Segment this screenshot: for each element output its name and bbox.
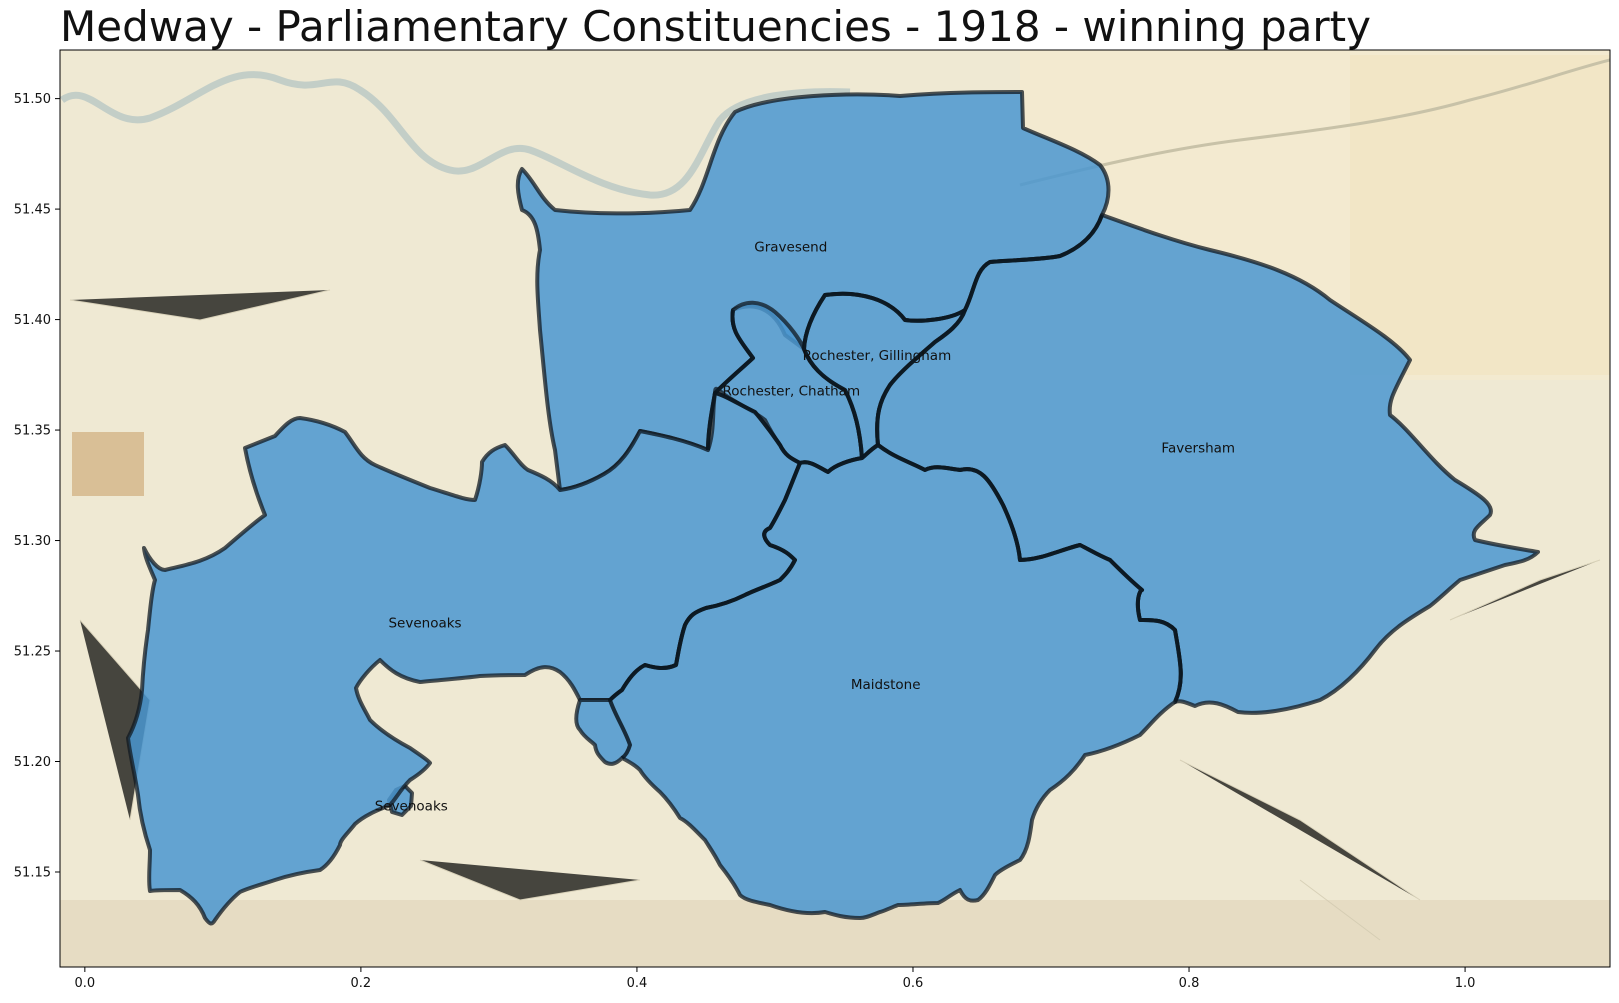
constituency-label: Sevenoaks [375,799,448,815]
border-maidstone-north [714,391,1183,703]
border-maidstone-sevenoaks [608,462,802,760]
y-tick-label: 51.15 [14,865,51,880]
constituency-polygons [126,90,1540,926]
thames-river [60,71,851,199]
x-tick-label: 0.8 [1179,976,1200,991]
y-tick-label: 51.50 [14,92,51,107]
x-tick-label: 0.0 [75,976,96,991]
map-title: Medway - Parliamentary Constituencies - … [60,2,1371,51]
x-tick-label: 0.4 [627,976,648,991]
y-tick-label: 51.25 [14,645,51,660]
y-tick-label: 51.20 [14,755,51,770]
x-axis: 0.0 0.2 0.4 0.6 0.8 1.0 [75,967,1476,991]
basemap-sheet-patch [1350,55,1610,375]
constituency-label: Rochester, Chatham [723,383,861,399]
plot-frame [59,49,1611,968]
constituency-label: Maidstone [851,677,921,693]
constituency-label: Gravesend [754,240,827,256]
estuary-shore [1019,58,1610,187]
y-axis: 51.15 51.20 51.25 51.30 51.35 51.40 51.45 51.50 [14,92,60,880]
constituency-label: Sevenoaks [388,615,461,631]
border-gillingham-faversham [875,309,967,446]
border-chatham-gillingham [706,309,755,451]
constituency-label: Rochester, Gillingham [803,348,952,364]
basemap-tan-patch [72,432,144,496]
x-tick-label: 0.6 [903,976,924,991]
y-tick-label: 51.40 [14,313,51,328]
y-tick-label: 51.45 [14,203,51,218]
constituency-label: Faversham [1161,441,1235,457]
region-labels: Gravesend Rochester, Gillingham Rochester,… [375,240,1235,815]
y-tick-label: 51.30 [14,534,51,549]
y-tick-label: 51.35 [14,424,51,439]
x-tick-label: 0.2 [351,976,372,991]
border-chatham-inner [802,348,864,459]
x-tick-label: 1.0 [1455,976,1476,991]
